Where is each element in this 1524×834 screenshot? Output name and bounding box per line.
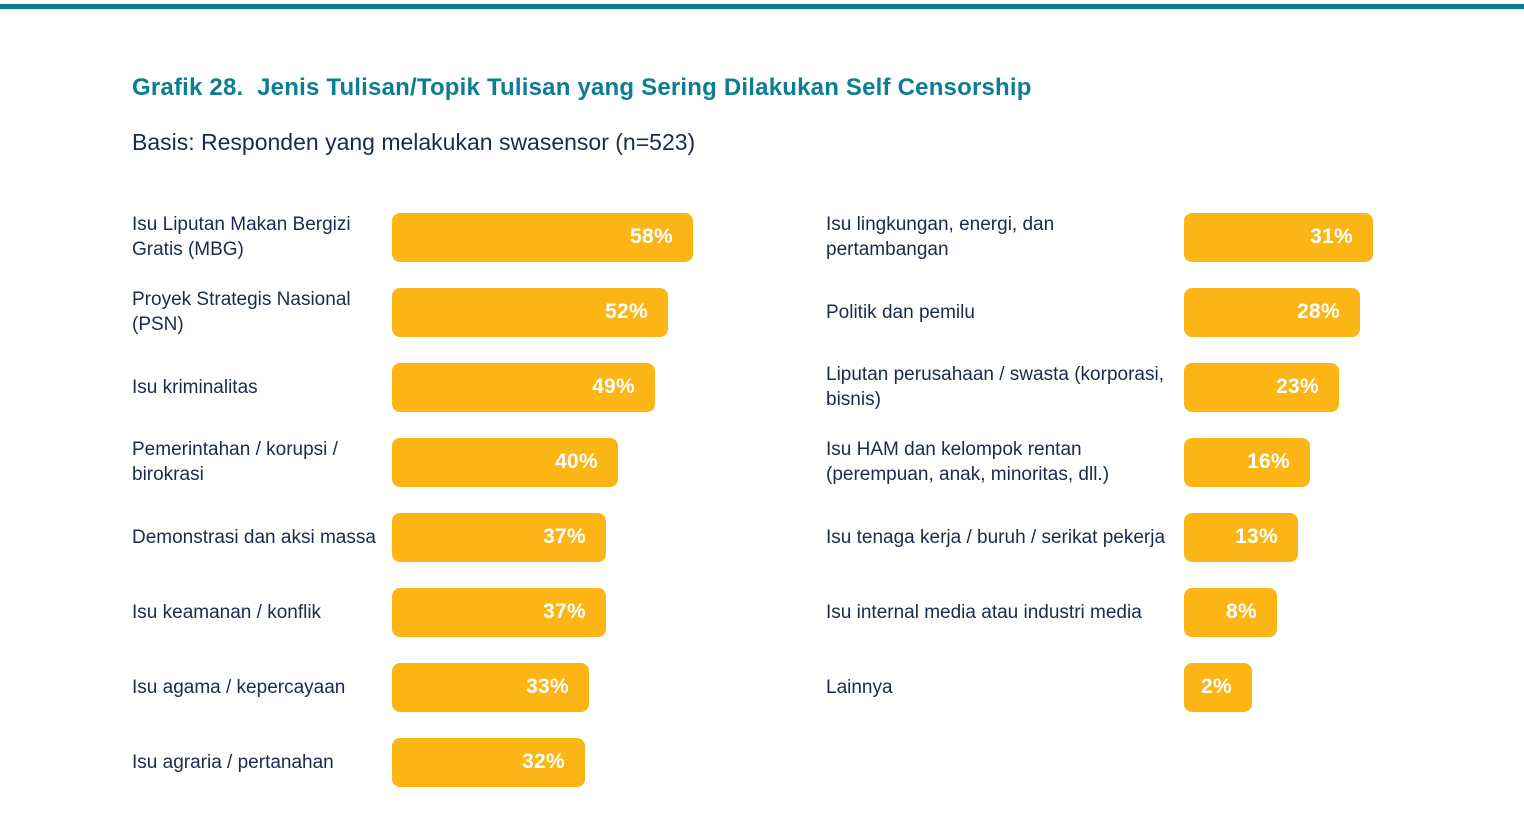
value-label: 37% <box>543 525 586 549</box>
value-bar: 49% <box>392 362 655 412</box>
chart-content: Grafik 28. Jenis Tulisan/Topik Tulisan y… <box>132 0 1488 800</box>
top-divider <box>0 4 1524 9</box>
chart-subtitle: Basis: Responden yang melakukan swasenso… <box>132 128 696 155</box>
value-label: 2% <box>1201 675 1232 699</box>
bar-track: 23% <box>1184 362 1488 412</box>
value-label: 58% <box>630 225 673 249</box>
category-label: Isu internal media atau industri media <box>826 601 1142 623</box>
value-bar: 52% <box>392 287 668 337</box>
bar-track: 8% <box>1184 587 1488 637</box>
value-bar: 32% <box>392 737 585 787</box>
chart-column-right: Isu lingkungan, energi, dan pertambangan… <box>826 200 1488 800</box>
value-bar: 58% <box>392 212 693 262</box>
chart-row: Proyek Strategis Nasional (PSN) 52% <box>132 275 826 350</box>
bar-track: 16% <box>1184 437 1488 487</box>
value-label: 37% <box>543 600 586 624</box>
category-label: Pemerintahan / korupsi / birokrasi <box>132 439 338 486</box>
value-label: 33% <box>526 675 569 699</box>
category-label: Isu agama / kepercayaan <box>132 676 346 698</box>
value-label: 49% <box>592 375 635 399</box>
category-label: Isu HAM dan kelompok rentan (perempuan, … <box>826 439 1110 486</box>
value-bar: 8% <box>1184 587 1277 637</box>
value-bar: 40% <box>392 437 618 487</box>
category-label: Isu kriminalitas <box>132 376 258 398</box>
chart-row: Pemerintahan / korupsi / birokrasi 40% <box>132 425 826 500</box>
bar-track: 2% <box>1184 662 1488 712</box>
value-bar: 37% <box>392 587 606 637</box>
bar-track: 58% <box>392 212 826 262</box>
bar-track: 52% <box>392 287 826 337</box>
bar-track: 40% <box>392 437 826 487</box>
bar-track: 33% <box>392 662 826 712</box>
value-label: 40% <box>555 450 598 474</box>
chart-row: Isu tenaga kerja / buruh / serikat peker… <box>826 500 1488 575</box>
value-bar: 23% <box>1184 362 1339 412</box>
bar-track: 28% <box>1184 287 1488 337</box>
chart-row: Demonstrasi dan aksi massa 37% <box>132 500 826 575</box>
value-label: 23% <box>1276 375 1319 399</box>
category-label: Isu agraria / pertanahan <box>132 751 334 773</box>
category-label: Isu Liputan Makan Bergizi Gratis (MBG) <box>132 214 351 261</box>
bar-track: 32% <box>392 737 826 787</box>
bar-chart: Isu Liputan Makan Bergizi Gratis (MBG) 5… <box>132 200 1488 800</box>
category-label: Isu tenaga kerja / buruh / serikat peker… <box>826 526 1166 548</box>
chart-row: Liputan perusahaan / swasta (korporasi, … <box>826 350 1488 425</box>
category-label: Proyek Strategis Nasional (PSN) <box>132 289 351 336</box>
bar-track: 31% <box>1184 212 1488 262</box>
category-label: Isu keamanan / konflik <box>132 601 322 623</box>
category-label: Demonstrasi dan aksi massa <box>132 526 376 548</box>
chart-title: Grafik 28. Jenis Tulisan/Topik Tulisan y… <box>132 74 1032 101</box>
value-label: 8% <box>1226 600 1257 624</box>
bar-track: 37% <box>392 587 826 637</box>
chart-row: Isu lingkungan, energi, dan pertambangan… <box>826 200 1488 275</box>
chart-row: Isu HAM dan kelompok rentan (perempuan, … <box>826 425 1488 500</box>
chart-row: Isu agama / kepercayaan 33% <box>132 650 826 725</box>
chart-column-left: Isu Liputan Makan Bergizi Gratis (MBG) 5… <box>132 200 826 800</box>
chart-row: Isu keamanan / konflik 37% <box>132 575 826 650</box>
bar-track: 49% <box>392 362 826 412</box>
bar-track: 37% <box>392 512 826 562</box>
category-label: Isu lingkungan, energi, dan pertambangan <box>826 214 1055 261</box>
category-label: Politik dan pemilu <box>826 301 975 323</box>
chart-row: Lainnya 2% <box>826 650 1488 725</box>
chart-row: Isu Liputan Makan Bergizi Gratis (MBG) 5… <box>132 200 826 275</box>
value-bar: 33% <box>392 662 589 712</box>
value-bar: 31% <box>1184 212 1373 262</box>
chart-row: Isu internal media atau industri media 8… <box>826 575 1488 650</box>
value-bar: 37% <box>392 512 606 562</box>
chart-row: Isu agraria / pertanahan 32% <box>132 725 826 800</box>
value-bar: 13% <box>1184 512 1298 562</box>
value-label: 28% <box>1297 300 1340 324</box>
value-label: 31% <box>1310 225 1353 249</box>
category-label: Lainnya <box>826 676 893 698</box>
chart-row: Isu kriminalitas 49% <box>132 350 826 425</box>
category-label: Liputan perusahaan / swasta (korporasi, … <box>826 364 1164 411</box>
value-bar: 16% <box>1184 437 1310 487</box>
value-label: 52% <box>605 300 648 324</box>
value-bar: 2% <box>1184 662 1252 712</box>
chart-row: Politik dan pemilu 28% <box>826 275 1488 350</box>
value-label: 16% <box>1247 450 1290 474</box>
value-label: 13% <box>1235 525 1278 549</box>
value-bar: 28% <box>1184 287 1360 337</box>
value-label: 32% <box>522 750 565 774</box>
bar-track: 13% <box>1184 512 1488 562</box>
